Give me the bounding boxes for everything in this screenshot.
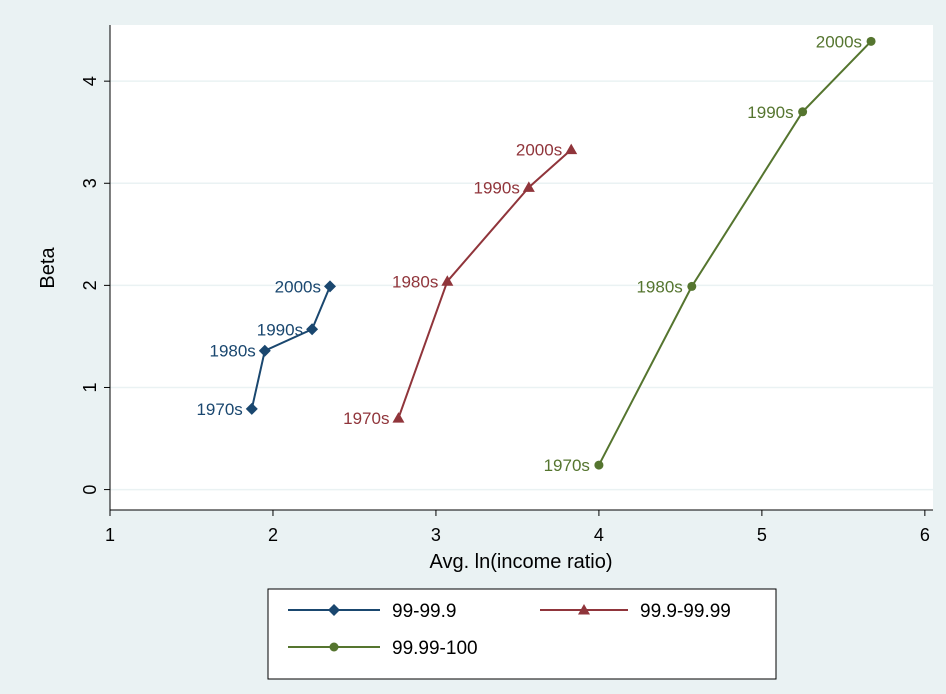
- data-point-label: 1970s: [343, 409, 389, 428]
- series-line: [397, 148, 572, 419]
- x-tick-label: 5: [757, 525, 767, 545]
- x-tick-label: 6: [920, 525, 930, 545]
- data-point-label: 1990s: [747, 103, 793, 122]
- legend: 99-99.9 99.9-99.99 99.99-100: [267, 588, 777, 680]
- series-group: 1970s 1980s 1990s 2000s: [544, 32, 876, 475]
- x-ticks: 1 2 3 4 5 6: [105, 510, 930, 545]
- data-point-marker: [594, 460, 604, 470]
- data-point-marker: [324, 280, 337, 293]
- data-point-marker: [798, 107, 808, 117]
- data-point-marker: [392, 412, 405, 423]
- y-ticks: 0 1 2 3 4: [80, 76, 110, 495]
- x-tick-label: 4: [594, 525, 604, 545]
- data-point-marker: [258, 344, 271, 357]
- y-tick-label: 3: [80, 178, 100, 188]
- data-point-label: 2000s: [275, 277, 321, 296]
- legend-item: 99-99.9: [288, 601, 456, 622]
- data-point-marker: [441, 275, 454, 286]
- series-layer: 1970s1980s1990s2000s1970s1980s1990s2000s…: [196, 32, 876, 475]
- data-point-label: 2000s: [816, 32, 862, 51]
- grid-lines: [110, 80, 933, 491]
- data-point-label: 1990s: [257, 320, 303, 339]
- data-point-marker: [687, 281, 697, 291]
- data-point-label: 1970s: [544, 456, 590, 475]
- y-axis-title: Beta: [37, 247, 59, 289]
- data-point-marker: [522, 181, 535, 192]
- x-tick-label: 3: [431, 525, 441, 545]
- data-point-label: 1980s: [392, 272, 438, 291]
- data-point-marker: [565, 143, 578, 155]
- x-tick-label: 1: [105, 525, 115, 545]
- data-point-label: 2000s: [516, 141, 562, 160]
- legend-item: 99.9-99.99: [540, 601, 731, 622]
- legend-label: 99.9-99.99: [640, 601, 731, 622]
- data-point-marker: [306, 323, 319, 336]
- plot-area: [110, 25, 933, 510]
- series-line: [250, 286, 331, 410]
- legend-item: 99.99-100: [288, 638, 478, 659]
- y-tick-label: 4: [80, 76, 100, 86]
- legend-label: 99.99-100: [392, 638, 478, 659]
- legend-swatch-marker: [578, 604, 590, 615]
- y-tick-label: 0: [80, 485, 100, 495]
- data-point-label: 1990s: [474, 178, 520, 197]
- series-group: 1970s 1980s 1990s 2000s: [343, 141, 578, 428]
- legend-swatch-marker: [328, 604, 340, 616]
- axes: [109, 25, 933, 511]
- x-axis-title: Avg. ln(income ratio): [429, 551, 612, 573]
- legend-box: [267, 588, 777, 680]
- legend-label: 99-99.9: [392, 601, 456, 622]
- x-tick-label: 2: [268, 525, 278, 545]
- y-tick-label: 2: [80, 280, 100, 290]
- legend-swatch-marker: [329, 642, 339, 652]
- series-line: [598, 40, 872, 466]
- data-point-label: 1970s: [196, 400, 242, 419]
- data-point-label: 1980s: [636, 277, 682, 296]
- data-point-marker: [245, 402, 258, 415]
- data-point-label: 1980s: [209, 342, 255, 361]
- y-tick-label: 1: [80, 382, 100, 392]
- data-point-marker: [866, 36, 876, 46]
